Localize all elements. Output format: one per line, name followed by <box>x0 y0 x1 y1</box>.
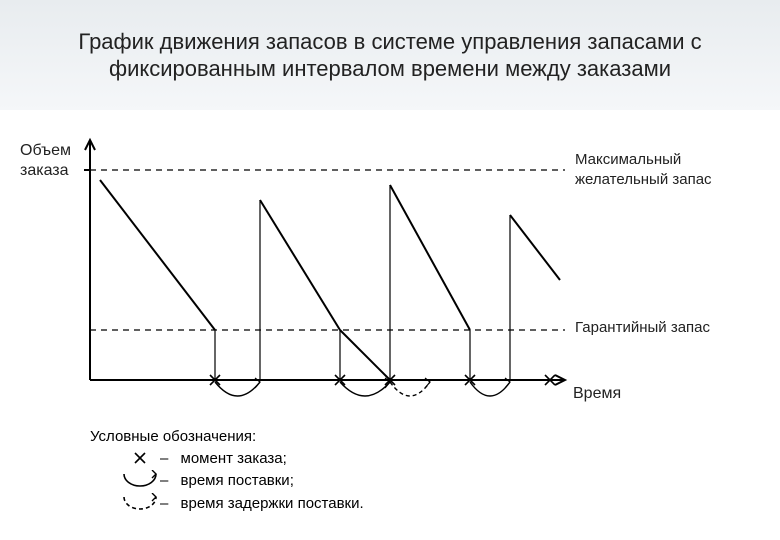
legend-row-order: – момент заказа; <box>120 449 780 467</box>
legend-order-label: момент заказа; <box>181 450 287 467</box>
legend-title: Условные обозначения: <box>90 428 780 445</box>
legend-row-supply: – время поставки; <box>120 470 780 490</box>
legend-x-icon <box>120 449 160 467</box>
legend-dasharc-icon <box>120 493 160 513</box>
svg-text:Максимальный: Максимальный <box>575 151 681 168</box>
legend-row-delay: – время задержки поставки. <box>120 493 780 513</box>
legend-arc-icon <box>120 470 160 490</box>
slide-header: График движения запасов в системе управл… <box>0 0 780 110</box>
svg-text:Время: Время <box>573 385 621 402</box>
legend-delay-label: время задержки поставки. <box>181 495 364 512</box>
legend-supply-label: время поставки; <box>181 472 294 489</box>
svg-text:заказа: заказа <box>20 162 69 179</box>
svg-text:Объем: Объем <box>20 142 71 159</box>
chart-container: Объем заказа Время Максимальный желательный … <box>10 120 770 420</box>
svg-text:Гарантийный запас: Гарантийный запас <box>575 319 711 336</box>
slide-title: График движения запасов в системе управл… <box>40 28 740 83</box>
svg-text:желательный запас: желательный запас <box>575 171 712 188</box>
legend-block: Условные обозначения: – момент заказа; –… <box>90 428 780 513</box>
inventory-chart: Объем заказа Время Максимальный желательный … <box>10 120 770 420</box>
